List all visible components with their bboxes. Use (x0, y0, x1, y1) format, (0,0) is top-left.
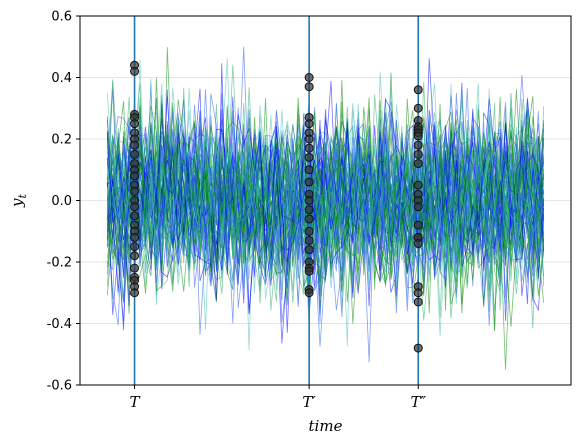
sample-point-2-17 (413, 239, 423, 249)
series-line-63 (106, 93, 545, 328)
series-line-73 (106, 108, 544, 319)
sample-point-1-0 (304, 73, 314, 82)
sample-point-0-13 (130, 186, 140, 196)
sample-point-1-3 (304, 119, 314, 129)
series-line-78 (106, 81, 545, 305)
series-line-76 (106, 102, 545, 292)
sample-point-1-13 (304, 214, 314, 224)
sample-point-2-9 (413, 159, 423, 169)
sample-point-1-21 (304, 288, 314, 298)
y-tick-label-1: -0.4 (47, 317, 72, 332)
sample-point-2-21 (413, 343, 423, 353)
sample-point-1-1 (304, 82, 314, 92)
series-line-66 (106, 110, 545, 336)
sample-point-2-13 (413, 202, 423, 212)
sample-point-1-7 (304, 152, 314, 162)
sample-point-1-12 (304, 205, 314, 215)
sample-point-1-9 (304, 177, 314, 187)
series-line-79 (106, 103, 545, 301)
sample-point-2-14 (413, 220, 423, 230)
series-line-72 (106, 102, 545, 280)
sample-point-1-19 (304, 266, 314, 276)
sample-point-1-8 (304, 165, 314, 175)
sample-point-0-8 (130, 149, 140, 159)
sample-point-0-7 (130, 140, 140, 150)
sample-points (130, 60, 423, 353)
sample-point-2-19 (413, 288, 423, 298)
sample-point-1-16 (304, 245, 314, 255)
sample-point-2-7 (413, 140, 423, 150)
y-tick-label-6: 0.6 (51, 10, 72, 25)
sample-point-2-20 (413, 297, 423, 307)
x-axis-label: time (309, 417, 343, 435)
series-line-77 (106, 99, 545, 306)
y-tick-label-3: 0.0 (51, 194, 72, 209)
sample-point-0-20 (130, 242, 140, 252)
sample-point-1-11 (304, 196, 314, 205)
y-tick-label-5: 0.4 (51, 71, 72, 86)
x-tick-label-1: T′ (302, 393, 316, 411)
sample-point-1-14 (304, 226, 314, 236)
y-tick-label-2: -0.2 (47, 256, 72, 271)
sample-point-2-6 (413, 131, 423, 141)
sample-point-0-26 (130, 288, 140, 298)
sample-point-0-22 (130, 263, 140, 273)
x-ticks: T T′ T″ (130, 385, 426, 411)
sample-point-2-1 (413, 103, 423, 113)
sample-point-1-5 (304, 134, 314, 144)
sample-point-0-1 (130, 66, 140, 76)
series-line-74 (106, 72, 545, 300)
series-line-50 (106, 111, 544, 307)
y-axis-label: yt (8, 193, 29, 207)
y-ticks: -0.6 -0.4 -0.2 0.0 0.2 0.4 0.6 (47, 10, 80, 394)
y-tick-label-4: 0.2 (51, 133, 72, 148)
sample-point-2-10 (413, 180, 423, 190)
x-tick-label-0: T (130, 393, 141, 411)
sample-point-1-6 (304, 143, 314, 153)
y-tick-label-0: -0.6 (47, 379, 72, 394)
sample-point-1-15 (304, 235, 314, 245)
sample-point-0-15 (130, 202, 140, 212)
x-tick-label-2: T″ (410, 393, 426, 411)
sample-point-2-0 (413, 85, 423, 95)
sample-point-2-8 (413, 149, 423, 159)
series-line-68 (106, 125, 545, 318)
series-lines (106, 46, 545, 370)
sample-point-0-4 (130, 119, 140, 129)
sample-point-0-21 (130, 251, 140, 261)
sample-point-0-11 (130, 171, 140, 181)
sample-point-0-16 (130, 211, 140, 221)
sample-point-0-19 (130, 232, 140, 242)
